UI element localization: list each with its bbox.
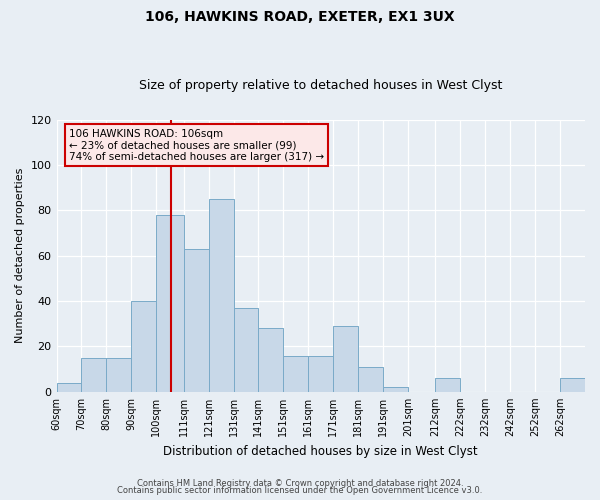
Bar <box>436 378 460 392</box>
Bar <box>383 388 408 392</box>
Bar <box>106 358 131 392</box>
Bar <box>156 215 184 392</box>
Bar <box>560 378 585 392</box>
Text: Contains HM Land Registry data © Crown copyright and database right 2024.: Contains HM Land Registry data © Crown c… <box>137 478 463 488</box>
Bar <box>259 328 283 392</box>
Text: Contains public sector information licensed under the Open Government Licence v3: Contains public sector information licen… <box>118 486 482 495</box>
Bar <box>358 367 383 392</box>
Title: Size of property relative to detached houses in West Clyst: Size of property relative to detached ho… <box>139 79 502 92</box>
Bar <box>209 199 233 392</box>
Bar <box>308 356 333 392</box>
X-axis label: Distribution of detached houses by size in West Clyst: Distribution of detached houses by size … <box>163 444 478 458</box>
Bar <box>131 301 156 392</box>
Bar <box>283 356 308 392</box>
Bar <box>333 326 358 392</box>
Bar <box>56 382 82 392</box>
Text: 106, HAWKINS ROAD, EXETER, EX1 3UX: 106, HAWKINS ROAD, EXETER, EX1 3UX <box>145 10 455 24</box>
Y-axis label: Number of detached properties: Number of detached properties <box>15 168 25 344</box>
Text: 106 HAWKINS ROAD: 106sqm
← 23% of detached houses are smaller (99)
74% of semi-d: 106 HAWKINS ROAD: 106sqm ← 23% of detach… <box>69 128 324 162</box>
Bar <box>184 249 209 392</box>
Bar <box>82 358 106 392</box>
Bar <box>233 308 259 392</box>
